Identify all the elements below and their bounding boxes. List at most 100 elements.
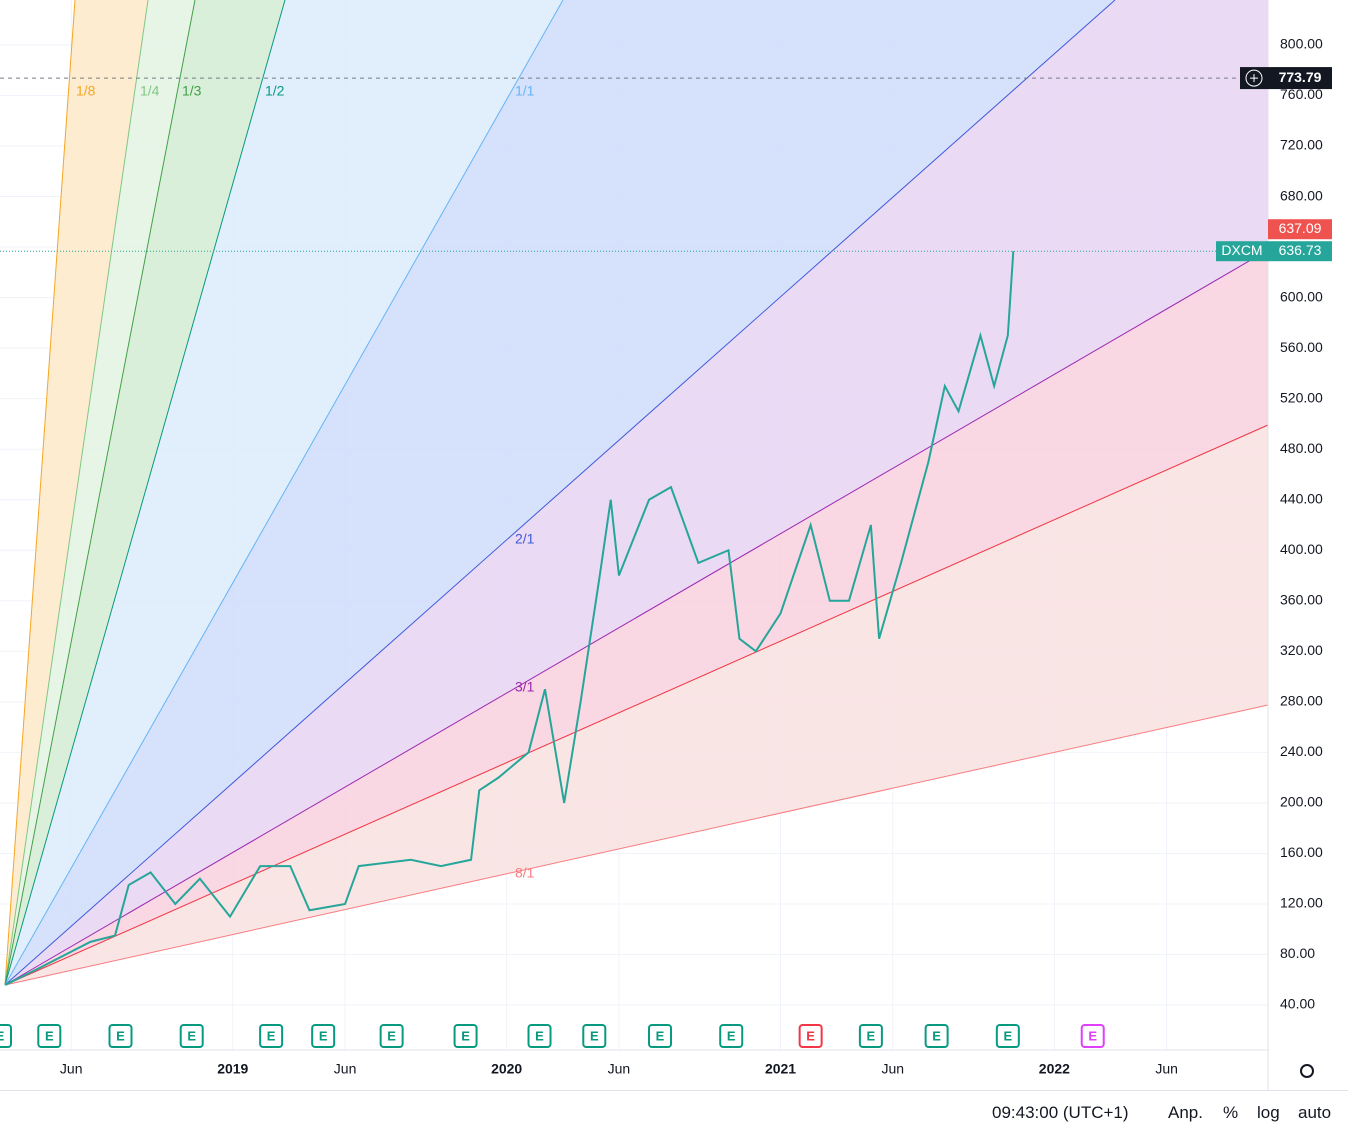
earnings-marker: E bbox=[582, 1024, 607, 1048]
earnings-label: E bbox=[590, 1028, 599, 1043]
earnings-label: E bbox=[461, 1028, 470, 1043]
earnings-box bbox=[179, 1024, 204, 1048]
fan-label: 1/3 bbox=[182, 83, 202, 99]
earnings-marker: E bbox=[995, 1024, 1020, 1048]
y-tick-label: 440.00 bbox=[1280, 490, 1323, 506]
earnings-label: E bbox=[1088, 1028, 1097, 1043]
auto-button[interactable]: auto bbox=[1298, 1103, 1332, 1122]
x-tick-label: 2020 bbox=[491, 1061, 522, 1077]
earnings-box bbox=[1080, 1024, 1105, 1048]
earnings-marker: E bbox=[798, 1024, 823, 1048]
y-tick-label: 680.00 bbox=[1280, 187, 1323, 203]
fan-label: 1/8 bbox=[76, 83, 96, 99]
fan-label: 2/1 bbox=[515, 531, 535, 547]
earnings-label: E bbox=[727, 1028, 736, 1043]
x-tick-label: 2022 bbox=[1039, 1061, 1070, 1077]
earnings-marker: E bbox=[379, 1024, 404, 1048]
x-tick-label: Jun bbox=[1155, 1061, 1178, 1077]
x-tick-label: 2019 bbox=[217, 1061, 248, 1077]
earnings-box bbox=[648, 1024, 673, 1048]
earnings-box bbox=[379, 1024, 404, 1048]
fan-line bbox=[4, 249, 1269, 986]
crosshair-value: 773.79 bbox=[1279, 69, 1322, 85]
x-tick-label: Jun bbox=[334, 1061, 357, 1077]
y-tick-label: 240.00 bbox=[1280, 743, 1323, 759]
earnings-box bbox=[995, 1024, 1020, 1048]
high-value: 637.09 bbox=[1279, 220, 1322, 236]
fan-label: 1/4 bbox=[140, 83, 160, 99]
plus-icon bbox=[1245, 69, 1263, 87]
y-tick-label: 400.00 bbox=[1280, 541, 1323, 557]
earnings-box bbox=[858, 1024, 883, 1048]
crosshair-tag bbox=[1268, 67, 1332, 90]
earnings-label: E bbox=[806, 1028, 815, 1043]
fan-zone bbox=[5, 0, 1268, 985]
earnings-marker: E bbox=[311, 1024, 336, 1048]
settings-icon[interactable] bbox=[1300, 1064, 1314, 1078]
fan-label: 1/2 bbox=[265, 83, 285, 99]
last-price-value: 636.73 bbox=[1279, 242, 1322, 258]
adjust-button[interactable]: Anp. bbox=[1168, 1103, 1203, 1122]
fan-line bbox=[4, 0, 286, 986]
earnings-label: E bbox=[267, 1028, 276, 1043]
plus-icon bbox=[1250, 74, 1258, 83]
y-tick-label: 120.00 bbox=[1280, 895, 1323, 911]
earnings-marker: E bbox=[719, 1024, 744, 1048]
x-tick-label: Jun bbox=[608, 1061, 631, 1077]
earnings-box bbox=[924, 1024, 949, 1048]
earnings-marker: E bbox=[1080, 1024, 1105, 1048]
chart: 1/8 1/4 1/3 1/2 1/1 2/1 3/1 8/1 E E E E E E E E E E E E E E E E… bbox=[0, 0, 1348, 1090]
time: 09:43:00 (UTC+1) bbox=[992, 1103, 1129, 1122]
earnings-box bbox=[582, 1024, 607, 1048]
y-tick-label: 480.00 bbox=[1280, 440, 1323, 456]
fan-label: 3/1 bbox=[515, 679, 535, 695]
fan-line bbox=[4, 0, 1116, 986]
fan-line bbox=[4, 704, 1269, 986]
earnings-marker: E bbox=[924, 1024, 949, 1048]
log-button[interactable]: log bbox=[1257, 1103, 1280, 1122]
earnings-box bbox=[719, 1024, 744, 1048]
percent-button[interactable]: % bbox=[1223, 1103, 1239, 1122]
earnings-label: E bbox=[656, 1028, 665, 1043]
y-tick-label: 40.00 bbox=[1280, 996, 1315, 1012]
fan-line bbox=[4, 0, 149, 986]
price-axis bbox=[1268, 0, 1348, 1090]
y-tick-label: 560.00 bbox=[1280, 339, 1323, 355]
earnings-label: E bbox=[319, 1028, 328, 1043]
earnings-label: E bbox=[45, 1028, 54, 1043]
symbol-label: DXCM bbox=[1221, 242, 1262, 258]
earnings-label: E bbox=[0, 1028, 5, 1043]
earnings-marker: E bbox=[37, 1024, 62, 1048]
y-tick-label: 360.00 bbox=[1280, 591, 1323, 607]
y-tick-label: 760.00 bbox=[1280, 86, 1323, 102]
x-tick-label: Jun bbox=[60, 1061, 83, 1077]
price-line bbox=[5, 251, 1015, 986]
fan-line bbox=[4, 0, 76, 986]
earnings-marker: E bbox=[858, 1024, 883, 1048]
y-tick-label: 280.00 bbox=[1280, 693, 1323, 709]
earnings-box bbox=[259, 1024, 284, 1048]
earnings-label: E bbox=[187, 1028, 196, 1043]
y-tick-label: 800.00 bbox=[1280, 36, 1323, 52]
y-tick-label: 200.00 bbox=[1280, 794, 1323, 810]
last-price-tag bbox=[1268, 241, 1332, 262]
earnings-box bbox=[453, 1024, 478, 1048]
y-tick-label: 80.00 bbox=[1280, 945, 1315, 961]
status-bar: 09:43:00 (UTC+1) Anp. % log auto bbox=[0, 1090, 1348, 1136]
earnings-marker: E bbox=[527, 1024, 552, 1048]
symbol-tag bbox=[1216, 241, 1268, 262]
earnings-label: E bbox=[535, 1028, 544, 1043]
fan-label: 8/1 bbox=[515, 865, 535, 881]
y-tick-label: 600.00 bbox=[1280, 288, 1323, 304]
y-tick-label: 520.00 bbox=[1280, 389, 1323, 405]
y-tick-label: 720.00 bbox=[1280, 137, 1323, 153]
earnings-label: E bbox=[932, 1028, 941, 1043]
earnings-marker: E bbox=[648, 1024, 673, 1048]
x-tick-label: Jun bbox=[882, 1061, 905, 1077]
earnings-box bbox=[527, 1024, 552, 1048]
earnings-marker: E bbox=[453, 1024, 478, 1048]
y-tick-label: 160.00 bbox=[1280, 844, 1323, 860]
earnings-label: E bbox=[1003, 1028, 1012, 1043]
fan-line bbox=[4, 0, 564, 986]
